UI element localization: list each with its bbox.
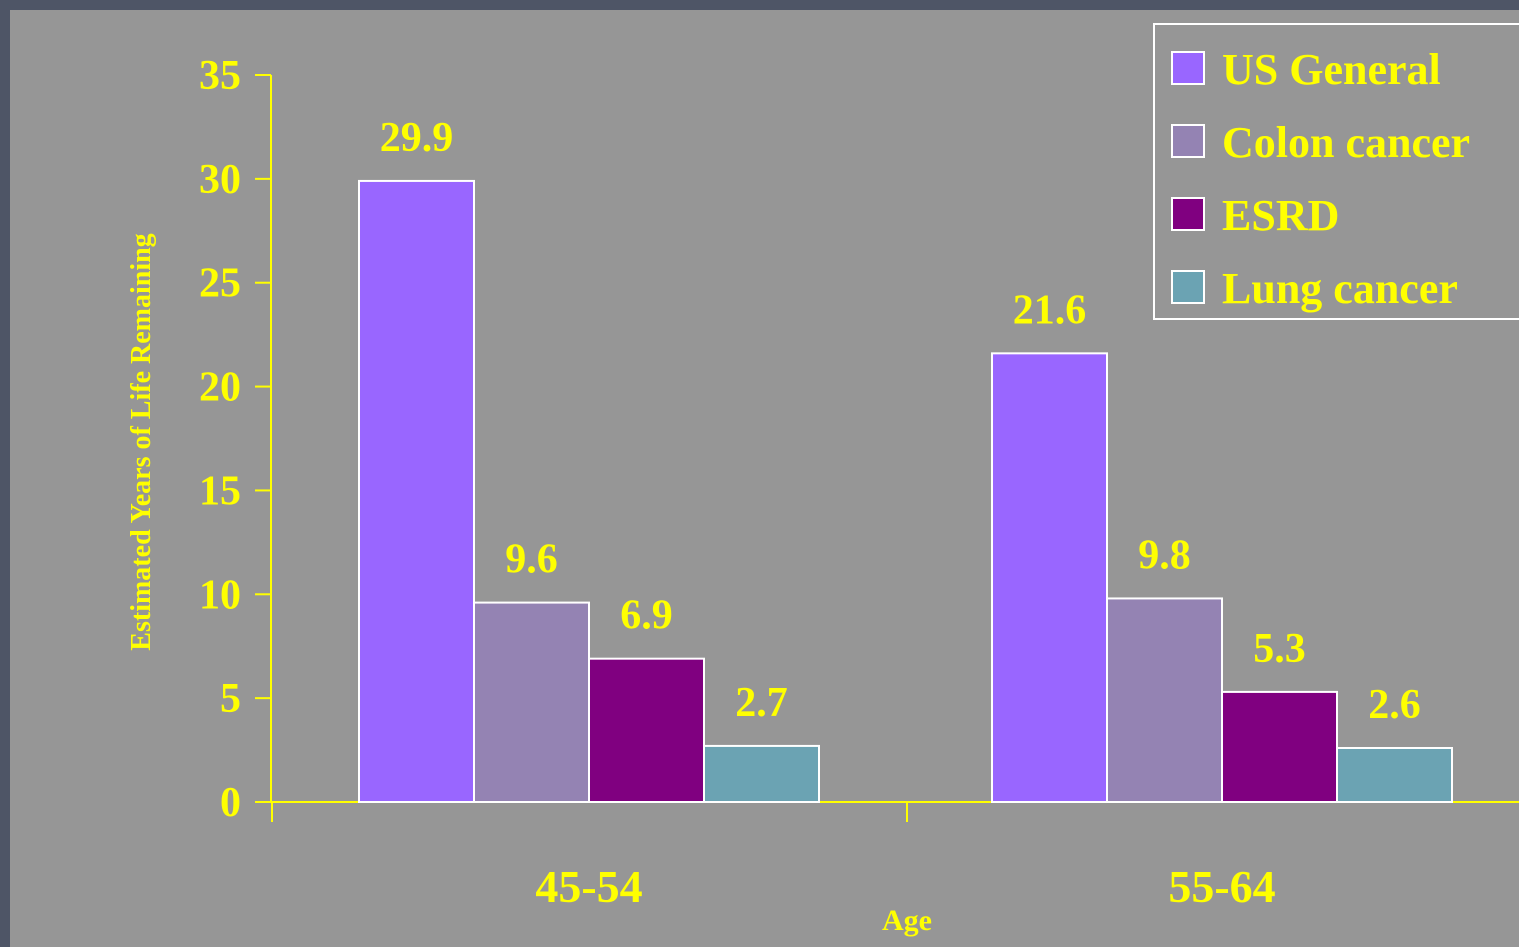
- x-axis-label: Age: [882, 904, 932, 937]
- y-tick-label: 10: [199, 572, 241, 618]
- y-tick-label: 20: [199, 365, 241, 411]
- bar-value-label: 29.9: [380, 115, 454, 161]
- bar: [588, 657, 705, 803]
- legend-swatch: [1171, 197, 1205, 231]
- x-tick-label: 55-64: [1168, 861, 1275, 912]
- y-tick-label: 35: [199, 53, 241, 99]
- bar-value-label: 21.6: [1013, 287, 1087, 333]
- y-axis-label: Estimated Years of Life Remaining: [126, 233, 157, 650]
- legend-swatch: [1171, 51, 1205, 85]
- x-tick-label: 45-54: [535, 861, 642, 912]
- legend-label: ESRD: [1222, 191, 1339, 240]
- y-tick-label: 30: [199, 157, 241, 203]
- bar: [991, 352, 1108, 803]
- y-tick-label: 15: [199, 468, 241, 514]
- bar: [1106, 597, 1223, 803]
- bar: [703, 744, 820, 803]
- bars: [358, 179, 1453, 804]
- bar-value-label: 2.7: [735, 680, 788, 726]
- legend-label: Lung cancer: [1222, 264, 1458, 313]
- y-tick-label: 5: [220, 676, 241, 722]
- y-tick-label: 0: [220, 780, 241, 826]
- legend-box: [1153, 23, 1519, 320]
- y-tick-label: 25: [199, 261, 241, 307]
- bar-value-label: 9.8: [1138, 532, 1191, 578]
- bar: [473, 601, 590, 804]
- data-labels: 29.9 9.6 6.9 2.7 21.6 9.8 5.3 2.6: [380, 115, 1421, 728]
- bar: [358, 179, 475, 804]
- legend-label: Colon cancer: [1222, 118, 1470, 167]
- bar: [1336, 746, 1453, 803]
- legend-swatch: [1171, 124, 1205, 158]
- bar-value-label: 2.6: [1368, 682, 1421, 728]
- x-axis: 45-54 55-64: [271, 801, 1519, 912]
- legend-label: US General: [1222, 45, 1441, 94]
- legend: US General Colon cancer ESRD Lung cancer: [1153, 23, 1519, 320]
- bar: [1221, 690, 1338, 804]
- y-axis: 0 5 10 15 20 25 30 35: [199, 53, 272, 826]
- legend-swatch: [1171, 270, 1205, 304]
- bar-value-label: 5.3: [1253, 626, 1306, 672]
- bar-value-label: 9.6: [505, 537, 558, 583]
- bar-value-label: 6.9: [620, 593, 673, 639]
